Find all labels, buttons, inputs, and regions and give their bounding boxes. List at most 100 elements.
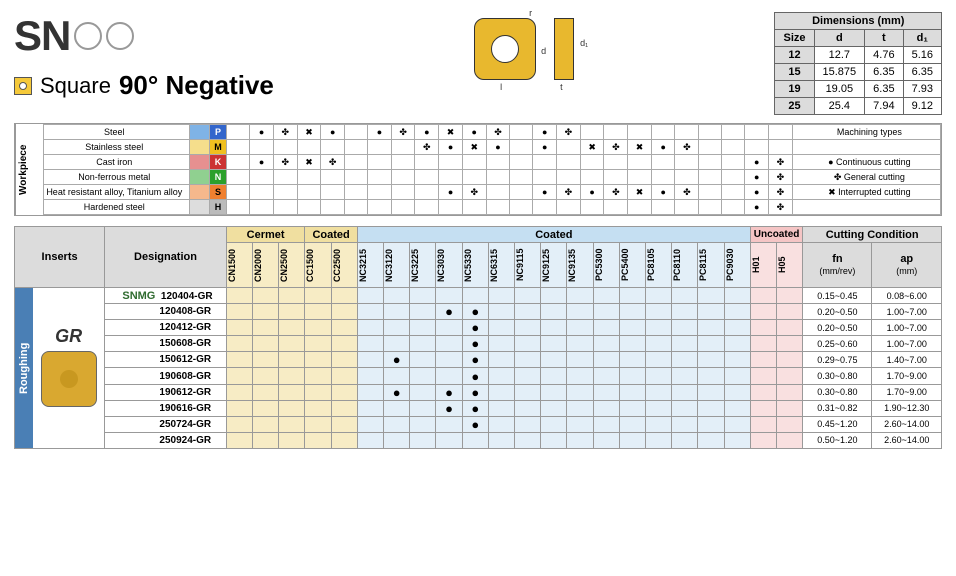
availability-cell [619,400,645,416]
availability-cell [410,384,436,400]
availability-cell [567,416,593,432]
wp-mark-cell [722,170,745,185]
wp-mark-cell [675,125,699,140]
availability-cell [515,400,541,416]
subtitle-shape: Square [40,73,111,99]
dim-cell: 9.12 [903,98,941,115]
wp-mark-cell [699,170,722,185]
wp-mark-cell [745,125,769,140]
availability-cell [698,384,724,400]
availability-cell [436,432,462,448]
wp-mark-cell [675,170,699,185]
wp-mark-cell [227,185,250,200]
availability-cell [646,304,672,320]
ap-value: 2.60~14.00 [872,416,942,432]
wp-mark-cell: ● [250,155,274,170]
availability-cell [488,352,514,368]
wp-mark-cell: ✤ [415,140,439,155]
availability-cell [777,288,803,304]
availability-cell [750,288,776,304]
availability-cell [305,304,331,320]
wp-mark-cell: ✤ [769,170,793,185]
wp-mark-cell [580,200,604,215]
ap-value: 2.60~14.00 [872,432,942,448]
fn-header: fn(mm/rev) [803,243,872,288]
availability-cell [331,416,357,432]
wp-mark-cell [510,155,533,170]
availability-cell [698,288,724,304]
wp-mark-cell [345,185,368,200]
availability-cell [619,336,645,352]
wp-mark-cell [415,170,439,185]
page-code-title: SN [14,12,274,60]
grade-column-header: CN2500 [279,243,305,288]
availability-cell [619,416,645,432]
availability-cell [436,416,462,432]
availability-cell: ● [436,304,462,320]
availability-cell [541,432,567,448]
availability-cell [226,304,252,320]
grade-column-header: CN2000 [253,243,279,288]
grade-column-header: NC9125 [541,243,567,288]
availability-cell [672,352,698,368]
availability-cell [515,320,541,336]
wp-mark-cell [250,140,274,155]
availability-cell [593,368,619,384]
designation-cell: SNMG 250924-GR [105,432,227,448]
wp-mark-cell [722,125,745,140]
wp-mark-cell: ● [486,140,510,155]
availability-cell [331,384,357,400]
wp-mark-cell [510,125,533,140]
wp-mark-cell [651,155,675,170]
wp-mark-cell [227,140,250,155]
designation-cell: SNMG 120404-GR [105,288,227,304]
wp-mark-cell [722,200,745,215]
availability-cell: ● [462,416,488,432]
designation-cell: SNMG 190608-GR [105,368,227,384]
main-insert-table: InsertsDesignationCermetCoatedCoatedUnco… [14,226,942,449]
wp-mark-cell [250,200,274,215]
availability-cell [750,368,776,384]
availability-cell [410,368,436,384]
availability-cell [410,320,436,336]
wp-mark-cell [628,125,652,140]
availability-cell [410,336,436,352]
grade-column-header: PC8115 [698,243,724,288]
wp-mark-cell [227,125,250,140]
wp-mark-cell: ✖ [580,140,604,155]
availability-cell [515,416,541,432]
availability-cell [672,432,698,448]
ap-value: 1.70~9.00 [872,384,942,400]
availability-cell [619,320,645,336]
availability-cell [462,432,488,448]
legend-cell: ● Continuous cutting [792,155,940,170]
wp-mark-cell [557,155,581,170]
availability-cell [672,384,698,400]
wp-mark-cell [415,185,439,200]
availability-cell [646,288,672,304]
wp-mark-cell: ✤ [557,125,581,140]
wp-mark-cell: ✖ [297,155,321,170]
wp-mark-cell [769,140,793,155]
grade-column-header: CC2500 [331,243,357,288]
grade-column-header: NC9115 [515,243,541,288]
availability-cell [777,432,803,448]
dimensions-header: Dimensions (mm) [775,13,942,30]
availability-cell [777,368,803,384]
wp-mark-cell [273,170,297,185]
wp-mark-cell [321,170,345,185]
availability-cell [777,304,803,320]
wp-mark-cell: ✖ [628,140,652,155]
wp-mark-cell [368,170,392,185]
availability-cell [410,416,436,432]
ap-value: 1.90~12.30 [872,400,942,416]
wp-mark-cell: ● [745,155,769,170]
fn-value: 0.31~0.82 [803,400,872,416]
wp-mark-cell [628,170,652,185]
wp-mark-cell [651,170,675,185]
availability-cell [226,368,252,384]
designation-cell: SNMG 120412-GR [105,320,227,336]
availability-cell [672,304,698,320]
availability-cell [541,304,567,320]
availability-cell [646,320,672,336]
